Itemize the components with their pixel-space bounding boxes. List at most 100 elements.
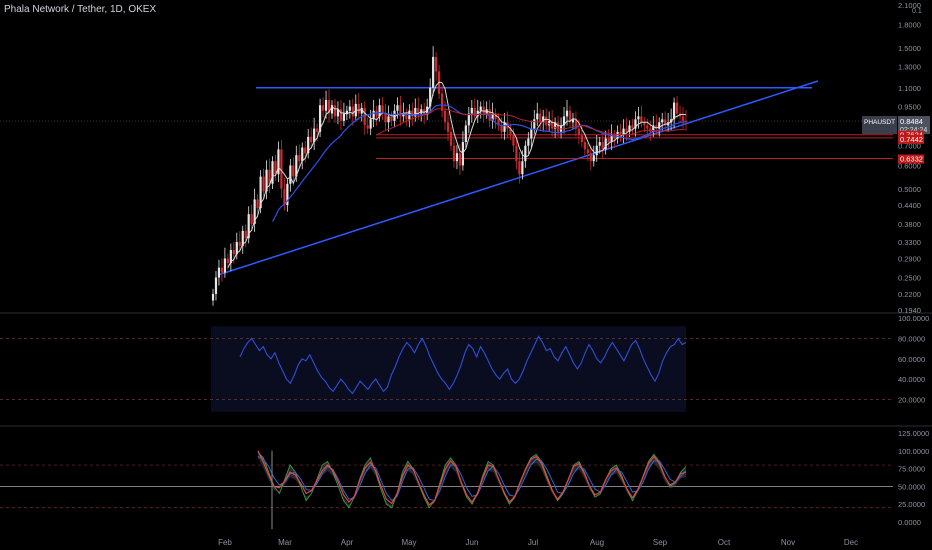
osc-series-line xyxy=(257,451,687,509)
x-tick-label: May xyxy=(401,538,416,547)
rsi-tick-label: 60.0000 xyxy=(898,355,925,364)
candle-body xyxy=(542,116,545,123)
candle-body xyxy=(577,128,581,136)
trendline xyxy=(217,80,819,276)
candle-body xyxy=(527,138,530,146)
x-tick-label: Jul xyxy=(528,538,538,547)
candle-body xyxy=(512,135,515,146)
candle-body xyxy=(652,125,655,132)
rsi-band-bg xyxy=(211,326,686,412)
current-price-label: 0.8484 xyxy=(900,117,923,126)
x-tick-label: Feb xyxy=(218,538,232,547)
candle-body xyxy=(619,131,622,136)
candle-body xyxy=(521,161,524,175)
candle-body xyxy=(324,100,328,111)
candle-body xyxy=(387,116,390,123)
candle-body xyxy=(351,106,354,117)
candle-body xyxy=(241,230,244,246)
candle-body xyxy=(220,267,224,273)
candle-body xyxy=(643,122,646,126)
candle-body xyxy=(634,119,637,129)
x-tick-label: Nov xyxy=(781,538,795,547)
candle-body xyxy=(316,128,319,132)
candle-body xyxy=(616,131,619,139)
ma-long-line xyxy=(376,108,687,136)
candle-body xyxy=(226,258,229,264)
price-tick-label: 0.6000 xyxy=(898,161,921,170)
candle-body xyxy=(271,161,274,184)
candle-body xyxy=(378,105,381,117)
candle-body xyxy=(661,119,664,123)
rsi-tick-label: 20.0000 xyxy=(898,396,925,405)
candle-body xyxy=(598,142,601,146)
x-tick-label: Oct xyxy=(718,538,731,547)
candle-body xyxy=(655,125,658,129)
candle-body xyxy=(568,110,572,123)
x-tick-label: Apr xyxy=(341,538,354,547)
candle-body xyxy=(411,110,414,117)
candle-body xyxy=(214,277,218,294)
candle-body xyxy=(658,122,661,129)
candle-body xyxy=(435,56,438,72)
candle-body xyxy=(604,138,607,150)
candle-body xyxy=(583,142,586,150)
price-label-bg xyxy=(898,134,924,144)
candle-body xyxy=(473,107,476,117)
osc-series-line xyxy=(257,450,687,506)
candle-body xyxy=(384,113,387,123)
candle-body xyxy=(592,155,595,162)
candle-body xyxy=(289,165,292,184)
candle-body xyxy=(556,122,560,132)
candle-body xyxy=(286,183,289,206)
price-tick-label: 0.9500 xyxy=(898,103,921,112)
candle-body xyxy=(345,110,348,114)
candle-body xyxy=(262,176,265,192)
osc-tick-label: 100.0000 xyxy=(898,447,929,456)
candle-body xyxy=(455,153,459,162)
candle-body xyxy=(229,249,232,264)
candle-body xyxy=(256,199,259,209)
price-tick-label: 0.5000 xyxy=(898,185,921,194)
candle-body xyxy=(274,161,277,175)
candle-body xyxy=(235,241,238,255)
candle-body xyxy=(554,122,557,129)
price-tick-label: 0.1 xyxy=(912,8,922,15)
price-tick-label: 0.3800 xyxy=(898,220,921,229)
candle-body xyxy=(515,145,518,162)
candle-body xyxy=(637,116,640,120)
candle-body xyxy=(595,145,598,156)
candle-body xyxy=(631,125,634,129)
price-label: 0.7442 xyxy=(900,135,923,144)
candle-body xyxy=(684,120,688,122)
candle-body xyxy=(372,110,375,120)
candle-body xyxy=(217,267,221,278)
candle-body xyxy=(467,113,470,126)
candle-body xyxy=(607,138,610,143)
candle-body xyxy=(488,109,491,121)
candle-body xyxy=(479,106,482,111)
candle-body xyxy=(646,125,649,129)
candle-body xyxy=(298,155,301,162)
candle-body xyxy=(491,113,494,121)
candle-body xyxy=(494,113,497,120)
candle-body xyxy=(533,119,536,129)
candle-body xyxy=(625,128,628,132)
symbol-badge-bg xyxy=(862,116,897,135)
ma-fast-line xyxy=(227,81,687,268)
candle-body xyxy=(664,119,667,126)
candle-body xyxy=(565,110,569,117)
ma-slow-line xyxy=(271,104,687,222)
candle-body xyxy=(681,116,685,121)
candle-body xyxy=(432,56,435,88)
candle-body xyxy=(482,106,485,114)
symbol-badge: PHAUSDT xyxy=(864,119,895,126)
candle-body xyxy=(232,249,235,255)
candle-body xyxy=(369,119,372,129)
candle-body xyxy=(500,125,503,132)
candle-body xyxy=(464,125,467,143)
candle-body xyxy=(360,107,363,114)
candle-body xyxy=(402,113,405,117)
price-label-bg xyxy=(898,154,924,164)
